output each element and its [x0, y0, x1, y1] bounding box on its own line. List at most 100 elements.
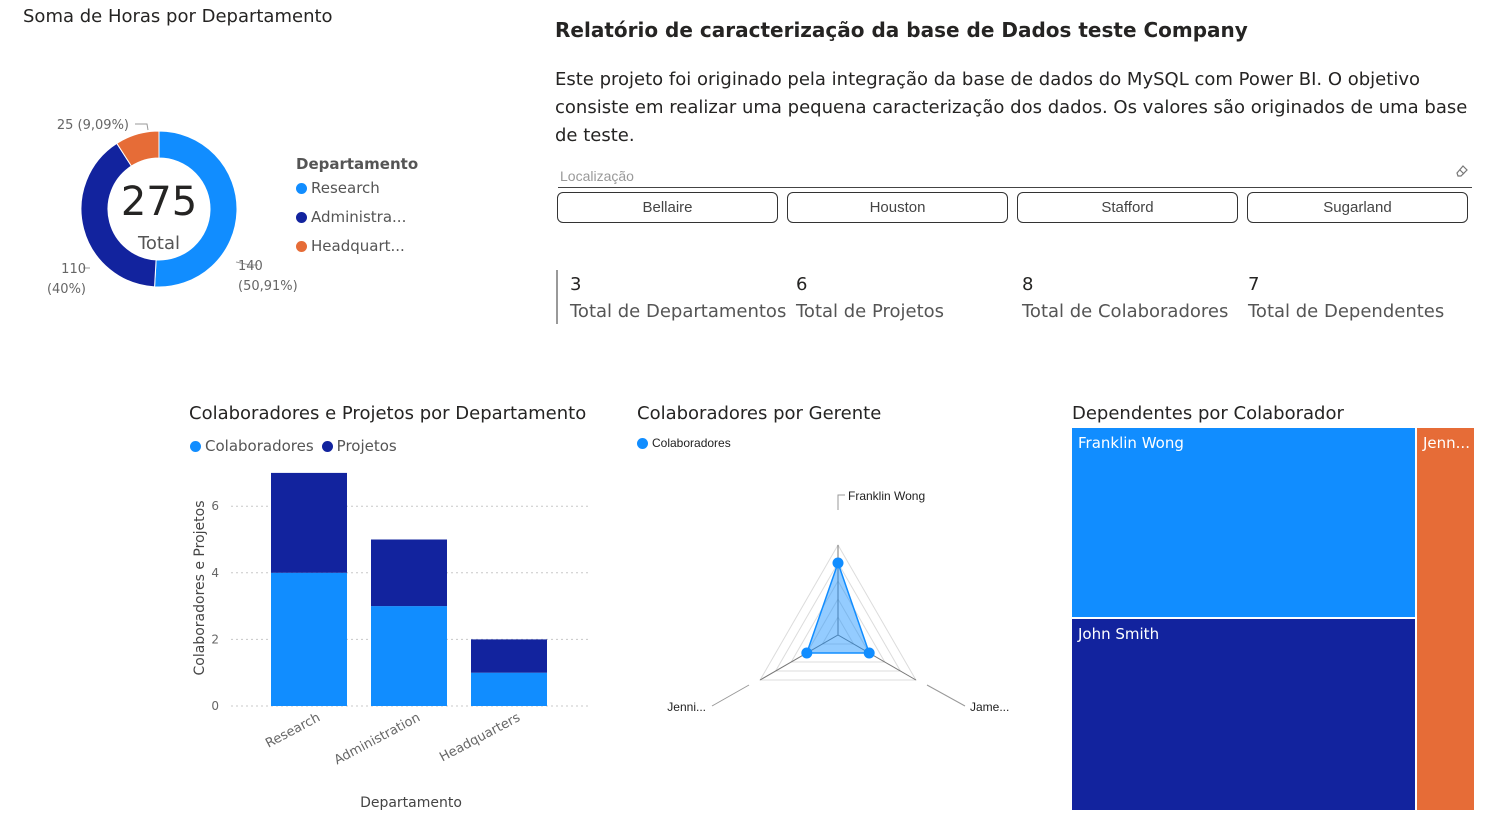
bar-colaboradores-headquarters[interactable] [471, 672, 547, 706]
legend-item-administration[interactable]: Administra... [296, 208, 418, 226]
treemap-cell-jennifer[interactable]: Jenn... [1417, 428, 1474, 810]
radar-leader-top [837, 494, 845, 510]
treemap-chart[interactable]: Franklin Wong John Smith Jenn... [1072, 428, 1474, 810]
bar-projetos-administration[interactable] [371, 539, 447, 607]
x-tick-label: Research [263, 710, 323, 751]
legend-label: Projetos [336, 437, 397, 455]
slicer-option-stafford[interactable]: Stafford [1017, 192, 1238, 223]
donut-slice-research[interactable] [154, 130, 238, 288]
kpi-divider [556, 270, 558, 324]
bar-colaboradores-research[interactable] [271, 572, 347, 706]
slicer-option-sugarland[interactable]: Sugarland [1247, 192, 1468, 223]
kpi-projetos: 6 Total de Projetos [796, 274, 944, 322]
y-tick-label: 2 [211, 632, 219, 646]
treemap-label: Jenn... [1423, 434, 1470, 452]
kpi-value: 3 [570, 274, 582, 295]
kpi-dependentes: 7 Total de Dependentes [1248, 274, 1444, 322]
kpi-departamentos: 3 Total de Departamentos [570, 274, 786, 322]
legend-item-colaboradores[interactable]: Colaboradores [190, 437, 314, 455]
legend-label: Headquart... [311, 237, 405, 255]
legend-dot-administration [296, 211, 307, 223]
legend-item-research[interactable]: Research [296, 179, 418, 197]
radar-leader-left [711, 684, 750, 707]
radar-leader-right [926, 684, 966, 707]
donut-label-research-pct: (50,91%) [238, 279, 298, 294]
slicer-option-bellaire[interactable]: Bellaire [557, 192, 778, 223]
legend-dot-projetos [321, 440, 333, 452]
y-tick-label: 4 [211, 566, 219, 580]
radar-grid-ring [774, 562, 902, 672]
radar-axis [759, 634, 839, 681]
y-tick-label: 6 [211, 499, 219, 513]
donut-legend: Departamento Research Administra... Head… [296, 155, 418, 255]
x-tick-label: Headquarters [437, 710, 523, 765]
donut-center-value: 275 [121, 179, 197, 225]
legend-item-projetos[interactable]: Projetos [321, 437, 397, 455]
radar-grid-ring [790, 580, 886, 663]
donut-center-label: Total [137, 233, 180, 254]
legend-label: Colaboradores [652, 436, 731, 450]
treemap-cell-john-smith[interactable]: John Smith [1072, 619, 1415, 810]
bar-colaboradores-administration[interactable] [371, 606, 447, 706]
kpi-value: 7 [1248, 274, 1260, 295]
donut-label-admin: 110 [61, 262, 86, 277]
kpi-value: 8 [1022, 274, 1034, 295]
bar-projetos-research[interactable] [271, 472, 347, 573]
radar-point-1[interactable] [832, 557, 844, 569]
slicer-option-houston[interactable]: Houston [787, 192, 1008, 223]
bar-y-axis-label: Colaboradores e Projetos [192, 501, 208, 676]
bar-projetos-headquarters[interactable] [471, 639, 547, 673]
slicer-underline [558, 187, 1472, 188]
legend-label: Research [311, 179, 380, 197]
radar-label-jennifer: Jenni... [667, 700, 706, 714]
radar-legend-item[interactable]: Colaboradores [637, 436, 731, 450]
kpi-colaboradores: 8 Total de Colaboradores [1022, 274, 1228, 322]
donut-label-admin-pct: (40%) [47, 282, 86, 297]
radar-area-colaboradores[interactable] [805, 560, 871, 654]
donut-slice-headquarters[interactable] [116, 130, 160, 167]
donut-legend-title: Departamento [296, 155, 419, 173]
slicer-label: Localização [560, 168, 634, 184]
radar-axis [837, 634, 917, 681]
donut-slice-administration[interactable] [80, 142, 157, 288]
kpi-label: Total de Departamentos [570, 301, 787, 322]
bar-x-axis-label: Departamento [360, 795, 462, 811]
radar-label-franklin: Franklin Wong [848, 489, 925, 503]
bar-legend: Colaboradores Projetos [190, 437, 397, 455]
treemap-label: John Smith [1078, 625, 1160, 643]
kpi-label: Total de Projetos [796, 301, 945, 322]
legend-label: Administra... [311, 208, 407, 226]
y-tick-label: 0 [211, 699, 219, 713]
donut-title: Soma de Horas por Departamento [23, 6, 333, 27]
x-tick-label: Administration [332, 710, 423, 768]
radar-grid-ring [821, 616, 855, 645]
kpi-label: Total de Colaboradores [1022, 301, 1229, 322]
legend-label: Colaboradores [205, 437, 314, 455]
radar-label-james: Jame... [970, 700, 1009, 714]
radar-chart-title: Colaboradores por Gerente [637, 403, 882, 424]
radar-chart[interactable]: Franklin Wong Jame... Jenni... [640, 470, 1040, 750]
eraser-icon[interactable] [1455, 164, 1469, 178]
leader-line-research [235, 261, 258, 266]
kpi-label: Total de Dependentes [1248, 301, 1445, 322]
legend-dot-colaboradores [190, 440, 201, 452]
treemap-title: Dependentes por Colaborador [1072, 403, 1344, 424]
radar-grid-ring [759, 543, 917, 681]
donut-label-hq: 25 (9,09%) [57, 118, 129, 133]
treemap-label: Franklin Wong [1078, 434, 1184, 452]
radar-point-2[interactable] [863, 647, 875, 659]
donut-chart[interactable]: 275 Total 140 (50,91%) 110 (40%) 25 (9,0… [40, 110, 310, 310]
legend-item-headquarters[interactable]: Headquart... [296, 237, 418, 255]
radar-point-3[interactable] [801, 647, 813, 659]
legend-dot-research [296, 182, 307, 194]
report-description: Este projeto foi originado pela integraç… [555, 69, 1468, 146]
donut-label-research: 140 [238, 259, 263, 274]
leader-line-hq [135, 123, 149, 131]
bar-chart-title: Colaboradores e Projetos por Departament… [189, 403, 587, 424]
kpi-value: 6 [796, 274, 808, 295]
legend-dot-headquarters [296, 240, 307, 252]
report-title: Relatório de caracterização da base de D… [555, 18, 1248, 42]
legend-dot-colaboradores [637, 437, 648, 449]
treemap-cell-franklin-wong[interactable]: Franklin Wong [1072, 428, 1415, 617]
